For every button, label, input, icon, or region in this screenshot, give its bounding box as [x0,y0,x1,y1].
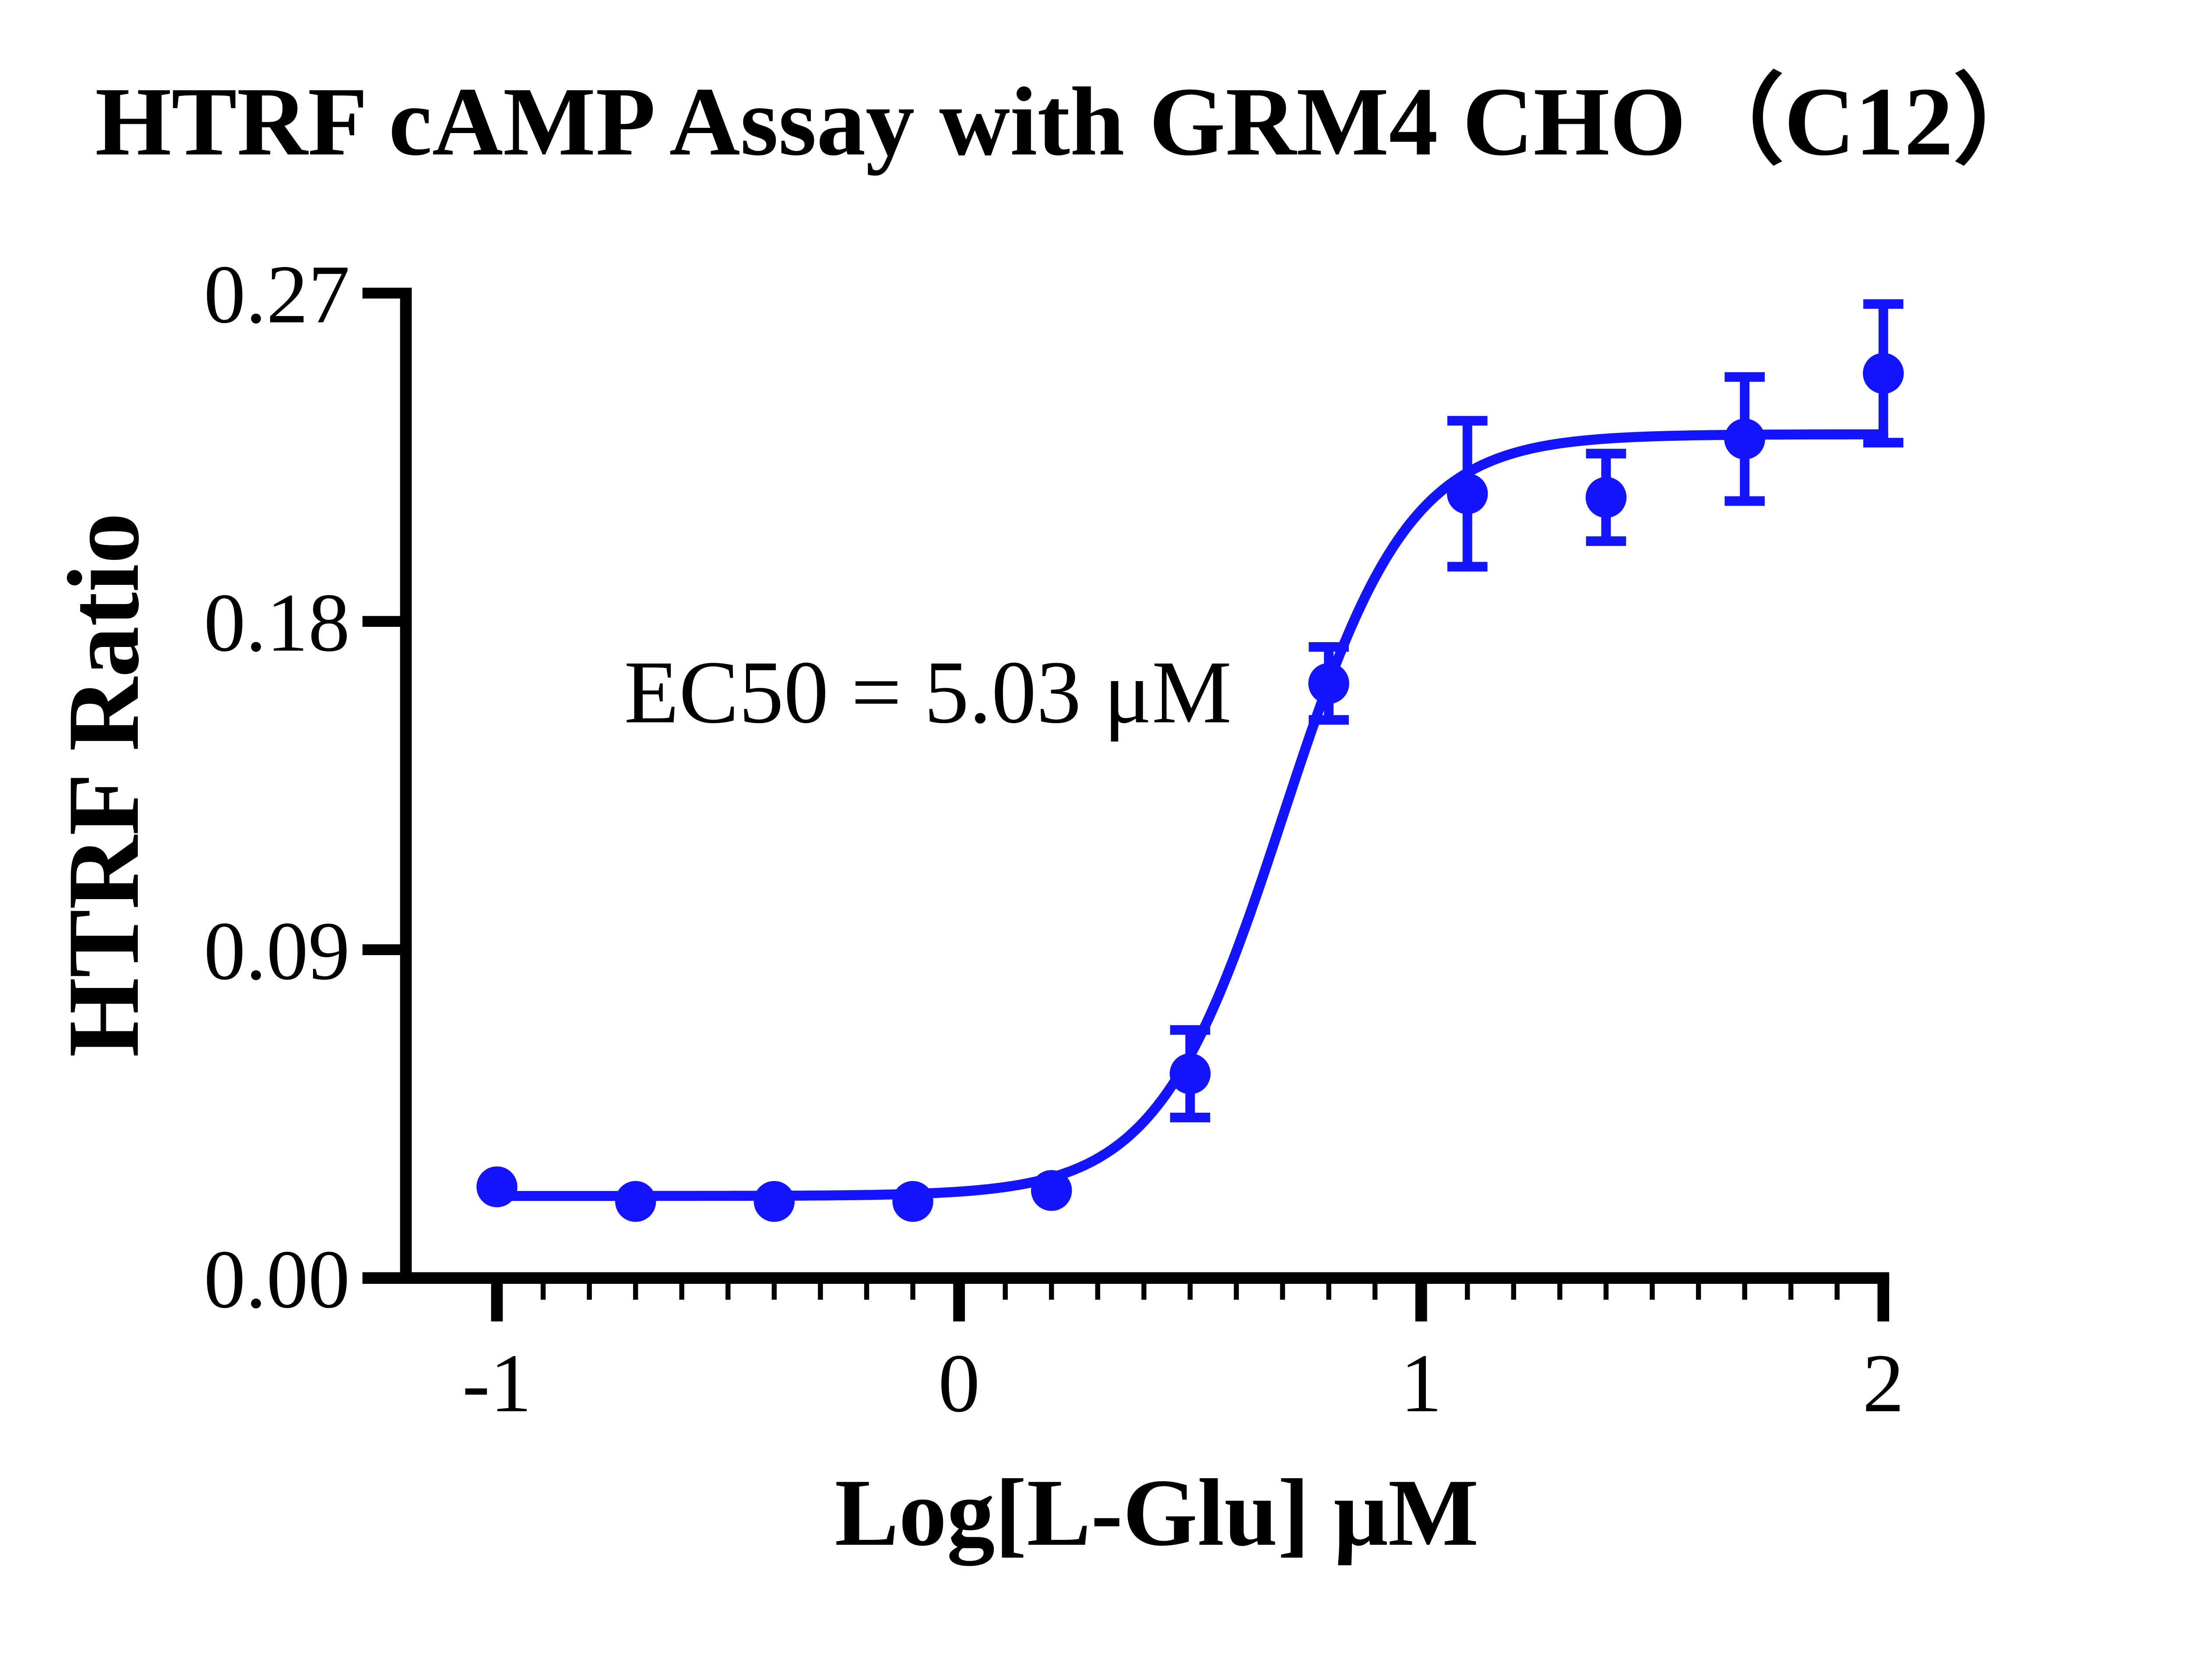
x-tick-label: 2 [1862,1337,1904,1430]
x-axis-label: Log[L-Glu] μM [835,1460,1479,1566]
x-tick-label: -1 [462,1337,532,1430]
data-point-marker [1169,1053,1211,1094]
data-point-marker [476,1166,517,1208]
x-tick-label: 0 [938,1337,980,1430]
data-point-marker [1863,353,1904,394]
chart-title: HTRF cAMP Assay with GRM4 CHO（C12） [95,67,2051,176]
data-point-marker [1308,663,1349,704]
ec50-annotation: EC50 = 5.03 μM [624,643,1232,742]
data-point-marker [1447,473,1488,514]
y-tick-label: 0.09 [204,905,350,997]
figure: HTRF cAMP Assay with GRM4 CHO（C12） HTRF … [46,67,2052,1567]
data-series [476,299,1904,1222]
axes [362,288,1890,1322]
data-point-marker [615,1181,656,1222]
dose-response-chart: HTRF cAMP Assay with GRM4 CHO（C12） HTRF … [46,67,2052,1567]
x-tick-label: 1 [1401,1337,1442,1430]
y-tick-label: 0.00 [204,1233,350,1325]
data-point-marker [753,1181,795,1222]
y-tick-label: 0.18 [204,576,350,669]
data-point-marker [1585,477,1627,518]
data-point-marker [1031,1170,1072,1211]
data-point-marker [1724,418,1765,460]
tick-labels: -1 0 1 2 0.00 0.09 0.18 0.27 [204,248,1904,1430]
y-axis-label: HTRF Ratio [47,513,160,1057]
y-tick-label: 0.27 [204,248,350,341]
data-point-marker [892,1181,933,1222]
